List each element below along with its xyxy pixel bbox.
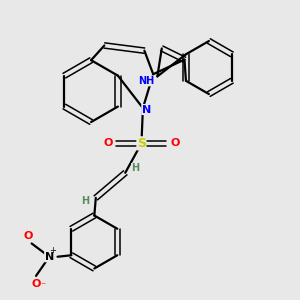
Text: H: H xyxy=(131,164,140,173)
Text: ⁻: ⁻ xyxy=(40,281,45,291)
Text: O: O xyxy=(103,138,113,148)
Text: +: + xyxy=(50,246,56,255)
Text: N: N xyxy=(142,104,151,115)
Text: O: O xyxy=(170,138,179,148)
Text: O: O xyxy=(32,279,41,289)
Text: O: O xyxy=(24,231,33,241)
Text: NH: NH xyxy=(138,76,154,86)
Text: N: N xyxy=(45,252,54,262)
Text: H: H xyxy=(81,196,90,206)
Text: S: S xyxy=(137,137,146,150)
